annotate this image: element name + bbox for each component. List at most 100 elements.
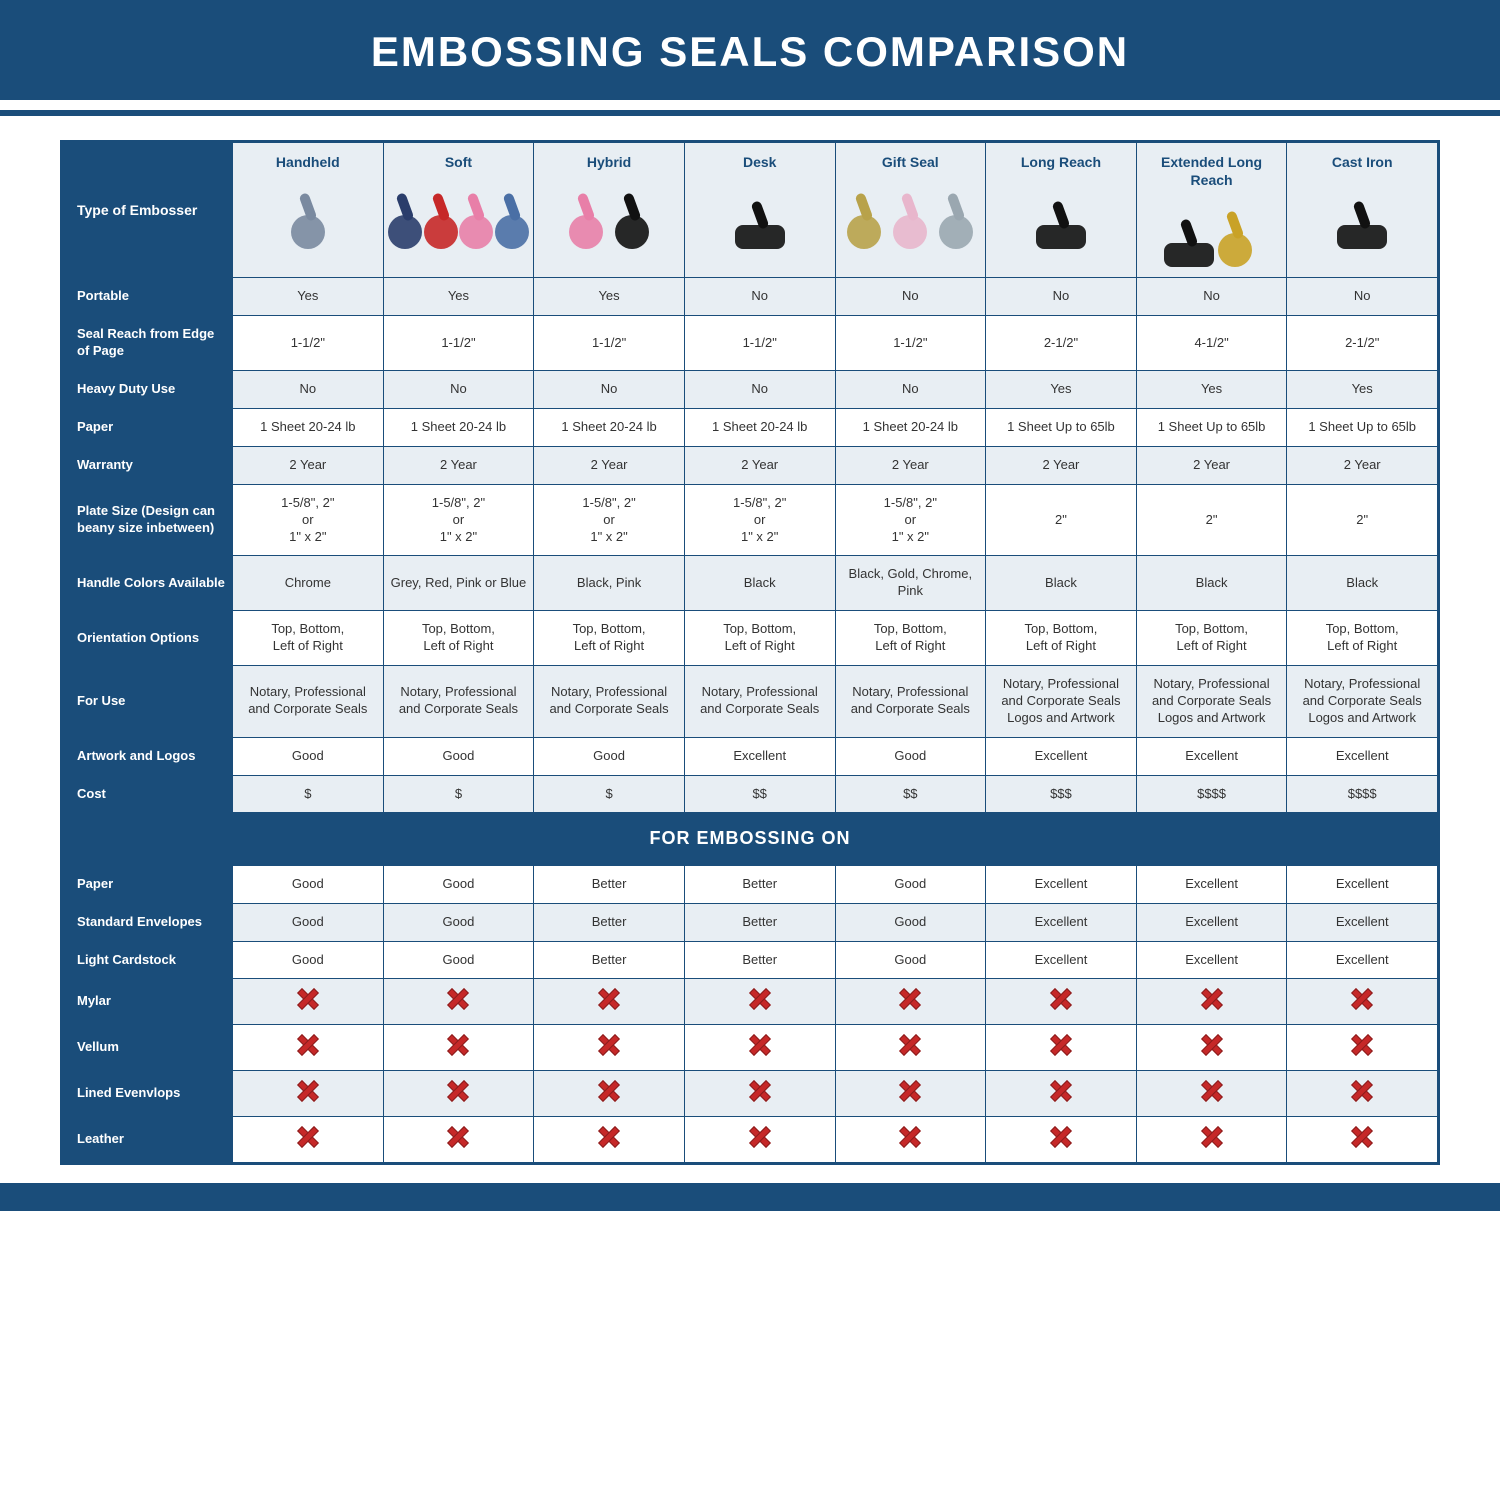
x-icon bbox=[298, 989, 318, 1009]
table-cell: Excellent bbox=[1136, 865, 1287, 903]
embosser-icon bbox=[287, 197, 329, 249]
table-cell bbox=[986, 1117, 1137, 1163]
table-cell: Better bbox=[684, 903, 835, 941]
x-icon bbox=[298, 1127, 318, 1147]
table-cell: Better bbox=[684, 865, 835, 903]
table-cell: Top, Bottom, Left of Right bbox=[835, 611, 986, 666]
table-row: Light CardstockGoodGoodBetterBetterGoodE… bbox=[63, 941, 1438, 979]
table-cell: $ bbox=[233, 775, 384, 813]
table-cell: 1 Sheet Up to 65lb bbox=[986, 408, 1137, 446]
table-cell: 1 Sheet 20-24 lb bbox=[383, 408, 534, 446]
table-cell: 2 Year bbox=[1136, 446, 1287, 484]
table-cell: No bbox=[684, 371, 835, 409]
table-cell: Yes bbox=[233, 278, 384, 316]
column-label: Extended Long Reach bbox=[1143, 153, 1281, 189]
section-header-label: FOR EMBOSSING ON bbox=[63, 813, 1438, 865]
table-cell: 4-1/2" bbox=[1136, 316, 1287, 371]
table-cell: Top, Bottom, Left of Right bbox=[233, 611, 384, 666]
x-icon bbox=[1202, 1081, 1222, 1101]
embosser-icon bbox=[889, 197, 931, 249]
embosser-icon bbox=[1040, 197, 1082, 249]
table-cell: Excellent bbox=[1287, 903, 1438, 941]
x-icon bbox=[298, 1035, 318, 1055]
table-cell: Black, Gold, Chrome, Pink bbox=[835, 556, 986, 611]
table-row: Cost$$$$$$$$$$$$$$$$$$ bbox=[63, 775, 1438, 813]
table-cell bbox=[835, 1025, 986, 1071]
table-cell: No bbox=[383, 371, 534, 409]
table-cell bbox=[835, 1117, 986, 1163]
table-cell: Notary, Professional and Corporate Seals bbox=[684, 665, 835, 737]
page-title: EMBOSSING SEALS COMPARISON bbox=[0, 0, 1500, 100]
header-rowhead: Type of Embosser bbox=[63, 143, 233, 278]
table-cell bbox=[684, 1025, 835, 1071]
x-icon bbox=[900, 1035, 920, 1055]
table-cell: Notary, Professional and Corporate Seals bbox=[383, 665, 534, 737]
column-label: Soft bbox=[390, 153, 528, 171]
table-row: PaperGoodGoodBetterBetterGoodExcellentEx… bbox=[63, 865, 1438, 903]
row-label: Orientation Options bbox=[63, 611, 233, 666]
product-image-group bbox=[239, 179, 377, 249]
column-label: Handheld bbox=[239, 153, 377, 171]
table-row: Seal Reach from Edge of Page1-1/2"1-1/2"… bbox=[63, 316, 1438, 371]
x-icon bbox=[1202, 1035, 1222, 1055]
table-row: Handle Colors AvailableChromeGrey, Red, … bbox=[63, 556, 1438, 611]
table-cell: Excellent bbox=[1136, 941, 1287, 979]
table-cell bbox=[1287, 1117, 1438, 1163]
table-cell: 2 Year bbox=[986, 446, 1137, 484]
embosser-icon bbox=[935, 197, 977, 249]
embosser-icon bbox=[843, 197, 885, 249]
x-icon bbox=[448, 1081, 468, 1101]
table-cell: Good bbox=[835, 903, 986, 941]
table-cell: 1 Sheet Up to 65lb bbox=[1287, 408, 1438, 446]
table-cell bbox=[233, 1025, 384, 1071]
table-cell: Notary, Professional and Corporate Seals… bbox=[1136, 665, 1287, 737]
table-cell: 2 Year bbox=[233, 446, 384, 484]
x-icon bbox=[750, 1127, 770, 1147]
table-cell: Good bbox=[383, 941, 534, 979]
table-cell: 2-1/2" bbox=[1287, 316, 1438, 371]
table-cell: 1-5/8", 2" or 1" x 2" bbox=[534, 484, 685, 556]
table-cell: Top, Bottom, Left of Right bbox=[986, 611, 1137, 666]
table-section-divider: FOR EMBOSSING ON bbox=[63, 813, 1438, 865]
x-icon bbox=[599, 989, 619, 1009]
table-row: Lined Evenvlops bbox=[63, 1071, 1438, 1117]
table-cell bbox=[835, 979, 986, 1025]
table-cell: Yes bbox=[383, 278, 534, 316]
table-cell bbox=[1136, 1025, 1287, 1071]
table-row: For UseNotary, Professional and Corporat… bbox=[63, 665, 1438, 737]
column-label: Desk bbox=[691, 153, 829, 171]
embosser-icon bbox=[425, 197, 456, 249]
table-cell: 1 Sheet 20-24 lb bbox=[835, 408, 986, 446]
embosser-icon bbox=[739, 197, 781, 249]
row-label: Mylar bbox=[63, 979, 233, 1025]
x-icon bbox=[750, 989, 770, 1009]
table-cell: Notary, Professional and Corporate Seals bbox=[534, 665, 685, 737]
embosser-icon bbox=[611, 197, 653, 249]
table-cell: $$$$ bbox=[1287, 775, 1438, 813]
product-image-group bbox=[390, 179, 528, 249]
table-row: Plate Size (Design can beany size inbetw… bbox=[63, 484, 1438, 556]
table-row: Artwork and LogosGoodGoodGoodExcellentGo… bbox=[63, 737, 1438, 775]
table-cell: Excellent bbox=[684, 737, 835, 775]
table-cell bbox=[383, 1071, 534, 1117]
table-cell: Good bbox=[233, 903, 384, 941]
table-cell: Better bbox=[534, 941, 685, 979]
table-row: Leather bbox=[63, 1117, 1438, 1163]
table-cell: Good bbox=[534, 737, 685, 775]
row-label: Standard Envelopes bbox=[63, 903, 233, 941]
row-label: Handle Colors Available bbox=[63, 556, 233, 611]
table-cell: Better bbox=[684, 941, 835, 979]
x-icon bbox=[900, 1081, 920, 1101]
table-cell: 1 Sheet 20-24 lb bbox=[684, 408, 835, 446]
embosser-icon bbox=[565, 197, 607, 249]
table-cell: 1 Sheet Up to 65lb bbox=[1136, 408, 1287, 446]
table-cell: Better bbox=[534, 903, 685, 941]
x-icon bbox=[599, 1081, 619, 1101]
section-header-row: FOR EMBOSSING ON bbox=[63, 813, 1438, 865]
table-cell bbox=[233, 1117, 384, 1163]
table-cell: Better bbox=[534, 865, 685, 903]
table-row: Mylar bbox=[63, 979, 1438, 1025]
table-cell: Notary, Professional and Corporate Seals bbox=[233, 665, 384, 737]
table-cell: Good bbox=[383, 903, 534, 941]
table-row: Warranty2 Year2 Year2 Year2 Year2 Year2 … bbox=[63, 446, 1438, 484]
